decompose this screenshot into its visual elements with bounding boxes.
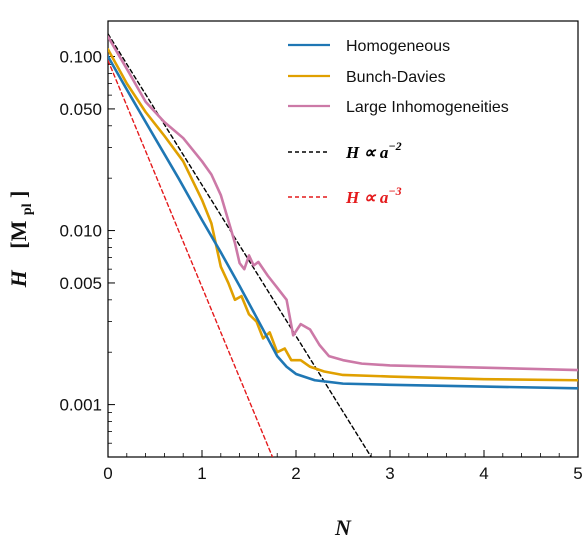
legend-label-a-minus-3-exp: −3 [388,184,401,198]
x-tick-label: 3 [385,464,394,483]
x-tick-label: 2 [291,464,300,483]
legend-label-a-minus-2: H ∝ a−2 [345,139,402,162]
x-tick-label: 0 [103,464,112,483]
y-axis-title: H [M pl ] [6,191,36,289]
x-ticks: 0 1 2 3 4 5 [103,450,583,483]
legend-label-a-minus-2-exp: −2 [388,139,401,153]
series-line-4 [108,59,274,457]
legend-label-a-minus-3: H ∝ a−3 [345,184,402,207]
y-axis-title-unit-close: ] [6,191,31,198]
legend-label-a-minus-3-main: H ∝ a [345,188,389,207]
legend: Homogeneous Bunch-Davies Large Inhomogen… [288,38,509,207]
y-axis-title-unit-sub: pl [20,203,35,215]
series-group [108,33,578,457]
x-tick-label: 1 [197,464,206,483]
y-tick-label: 0.005 [59,274,102,293]
y-tick-label: 0.050 [59,100,102,119]
y-tick-label: 0.001 [59,396,102,415]
y-tick-label: 0.010 [59,222,102,241]
x-axis-title: N [334,515,352,540]
legend-label-bunch-davies: Bunch-Davies [346,69,446,86]
legend-label-large-inhomogeneities: Large Inhomogeneities [346,99,509,116]
y-axis-title-unit: [M [6,220,31,248]
x-tick-label: 5 [573,464,582,483]
plot-frame [107,20,579,458]
y-ticks: 0.001 0.005 0.010 0.050 0.100 [59,48,115,444]
series-line-0 [108,55,578,390]
x-tick-label: 4 [479,464,488,483]
y-tick-label: 0.100 [59,48,102,67]
legend-label-homogeneous: Homogeneous [346,38,450,55]
legend-label-a-minus-2-main: H ∝ a [345,143,389,162]
series-line-2 [108,35,578,372]
series-line-3 [108,33,372,457]
y-axis-title-main: H [6,269,31,288]
series-line-1 [108,48,578,382]
